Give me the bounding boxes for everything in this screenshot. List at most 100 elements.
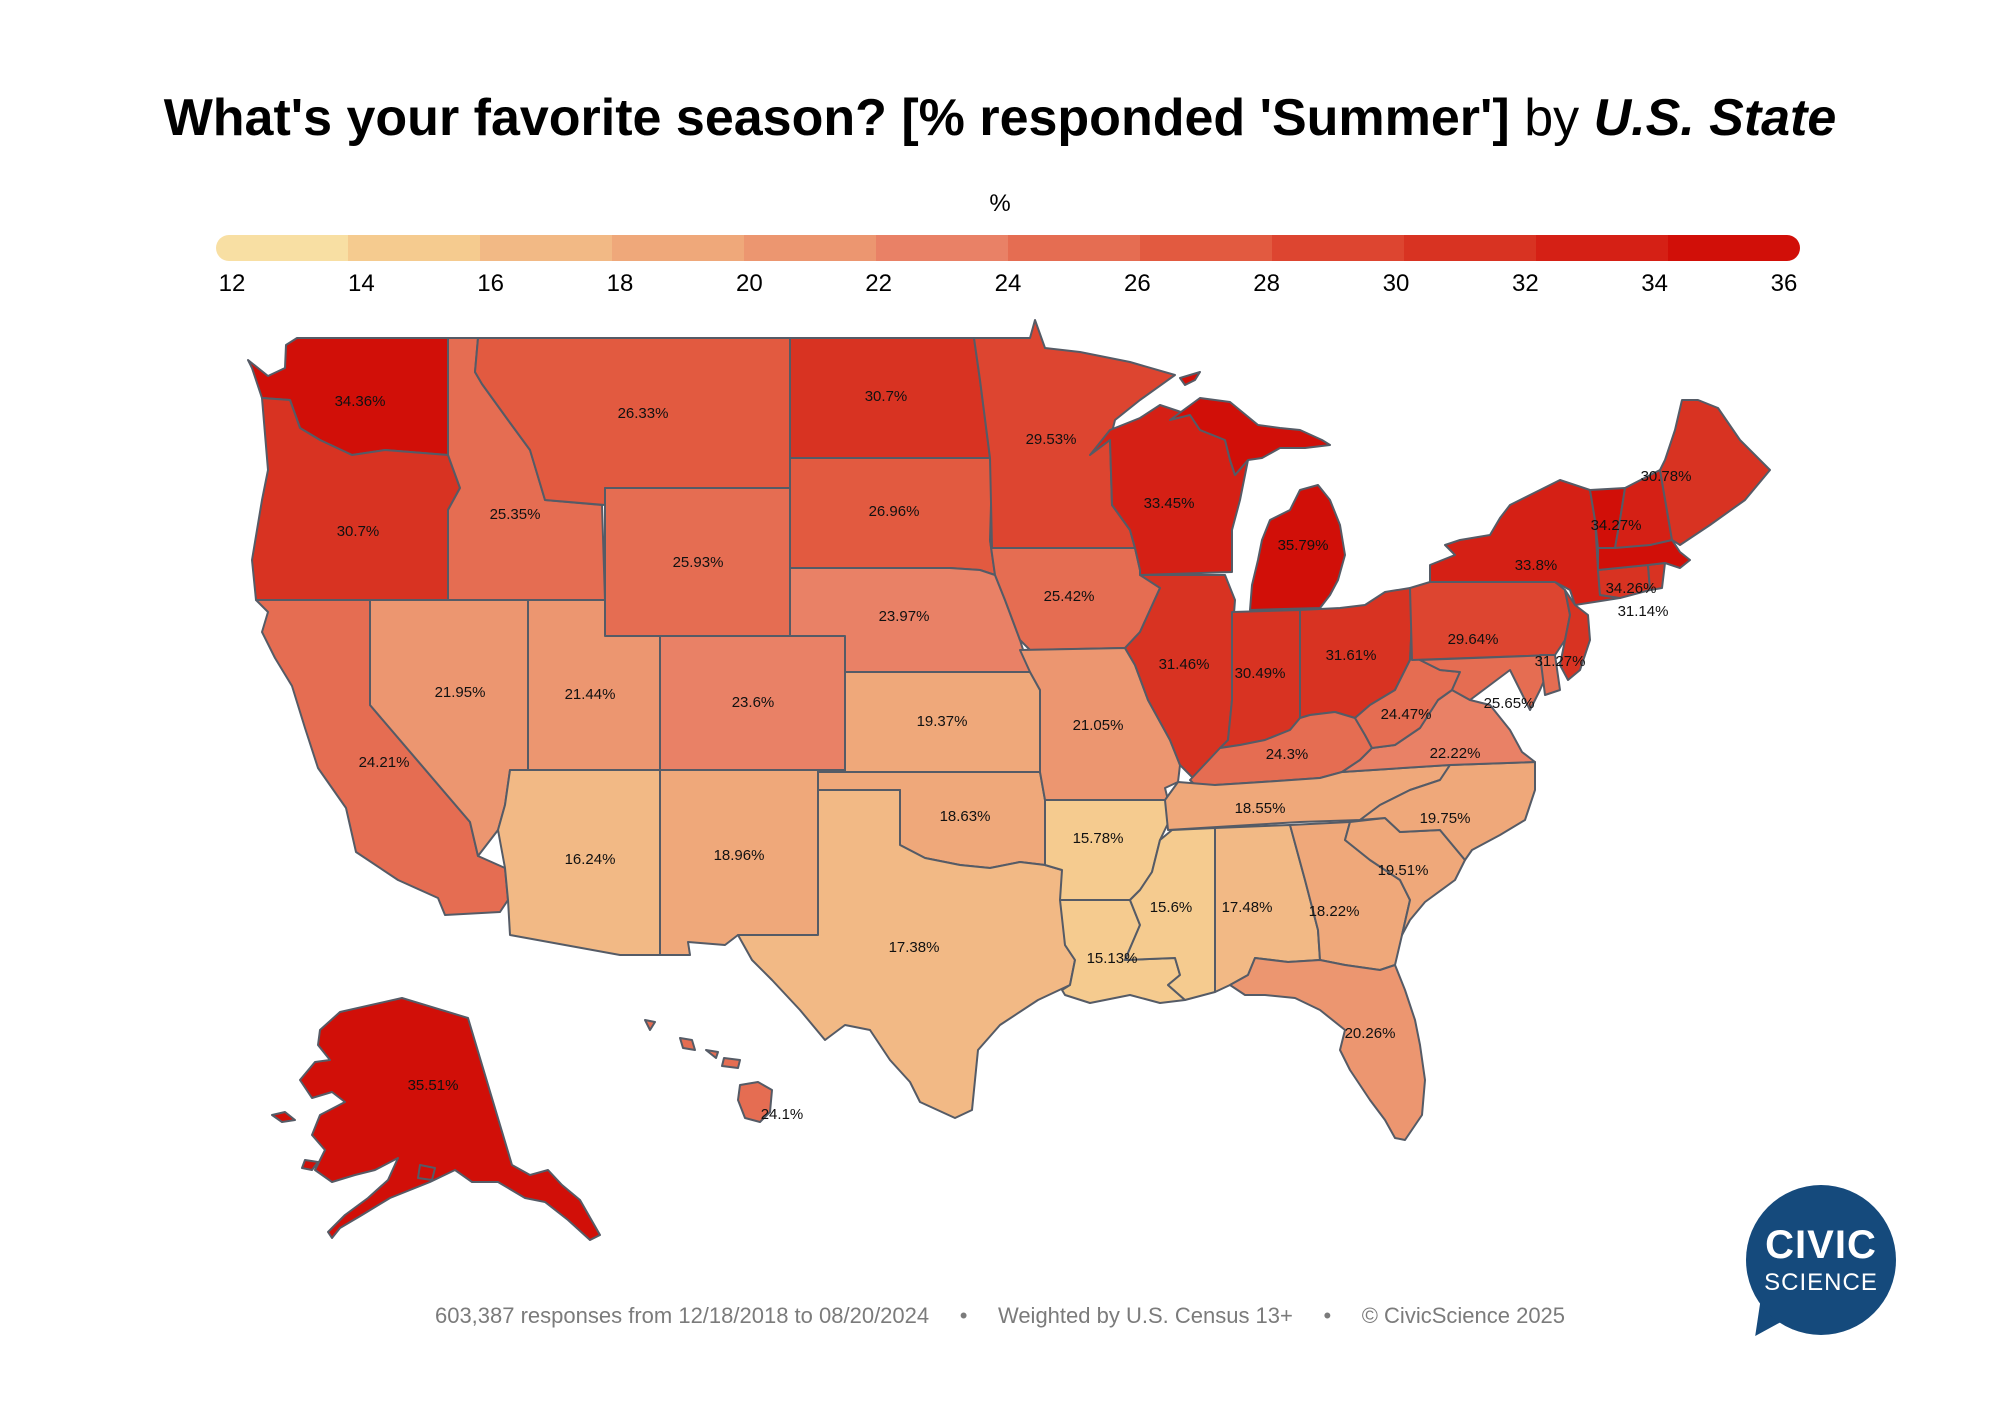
legend-tick-label: 32 bbox=[1511, 270, 1539, 297]
state-label-mo: 21.05% bbox=[1073, 717, 1124, 734]
title-geo: U.S. State bbox=[1593, 89, 1837, 147]
footer-sep-1: • bbox=[959, 1303, 968, 1328]
logo-circle bbox=[1746, 1185, 1896, 1335]
state-label-va: 22.22% bbox=[1430, 745, 1481, 762]
state-md bbox=[1419, 654, 1556, 711]
state-label-nd: 30.7% bbox=[865, 388, 908, 405]
legend-tick-label: 34 bbox=[1641, 270, 1668, 297]
footer-weighting: Weighted by U.S. Census 13+ bbox=[997, 1303, 1293, 1328]
state-label-in: 30.49% bbox=[1235, 665, 1286, 682]
state-label-nc: 19.75% bbox=[1420, 810, 1471, 827]
legend-tick-label: 26 bbox=[1123, 270, 1151, 297]
state-mi bbox=[1169, 397, 1346, 611]
legend-tick-label: 30 bbox=[1382, 270, 1410, 297]
footer-responses: 603,387 responses from 12/18/2018 to 08/… bbox=[434, 1303, 930, 1328]
legend-bin bbox=[1404, 235, 1536, 261]
state-hi bbox=[644, 1019, 773, 1123]
state-label-sc: 19.51% bbox=[1378, 862, 1429, 879]
state-mn bbox=[973, 319, 1176, 549]
legend-tick-label: 36 bbox=[1770, 270, 1798, 297]
state-label-nv: 21.95% bbox=[435, 684, 486, 701]
state-pa bbox=[1409, 581, 1571, 661]
state-label-tn: 18.55% bbox=[1235, 800, 1286, 817]
legend-bin bbox=[612, 235, 744, 261]
footer-copyright: © CivicScience 2025 bbox=[1361, 1303, 1566, 1328]
state-label-nj: 31.27% bbox=[1535, 653, 1586, 670]
title-main: What's your favorite season? [% responde… bbox=[163, 89, 1510, 147]
state-label-ut: 21.44% bbox=[565, 686, 616, 703]
state-label-tx: 17.38% bbox=[889, 939, 940, 956]
state-label-ak: 35.51% bbox=[408, 1077, 459, 1094]
legend-bin bbox=[1536, 235, 1668, 261]
state-label-az: 16.24% bbox=[565, 851, 616, 868]
legend-bin bbox=[216, 235, 348, 261]
legend-tick-label: 16 bbox=[477, 270, 504, 297]
legend-bin bbox=[1668, 235, 1800, 261]
state-label-ok: 18.63% bbox=[940, 808, 991, 825]
state-label-ga: 18.22% bbox=[1309, 903, 1360, 920]
state-label-ct: 31.14% bbox=[1618, 603, 1669, 620]
state-label-ne: 23.97% bbox=[879, 608, 930, 625]
state-label-co: 23.6% bbox=[732, 694, 775, 711]
state-label-il: 31.46% bbox=[1159, 656, 1210, 673]
state-mi bbox=[1179, 371, 1201, 386]
state-label-ma: 34.26% bbox=[1606, 580, 1657, 597]
legend-tick-label: 28 bbox=[1253, 270, 1280, 297]
footer-sep-2: • bbox=[1323, 1303, 1332, 1328]
logo-line-1: CIVIC bbox=[1765, 1223, 1877, 1267]
state-label-mi: 35.79% bbox=[1278, 537, 1329, 554]
state-label-id: 25.35% bbox=[490, 506, 541, 523]
legend-tick-label: 22 bbox=[865, 270, 892, 297]
state-fl bbox=[1229, 957, 1426, 1141]
state-me bbox=[1659, 399, 1771, 546]
state-label-ar: 15.78% bbox=[1073, 830, 1124, 847]
state-label-wa: 34.36% bbox=[335, 393, 386, 410]
legend-unit: % bbox=[989, 190, 1011, 217]
state-label-vt: 34.27% bbox=[1591, 517, 1642, 534]
state-label-ny: 33.8% bbox=[1515, 557, 1558, 574]
state-label-wv: 24.47% bbox=[1381, 706, 1432, 723]
state-label-ms: 15.6% bbox=[1150, 899, 1193, 916]
legend-bin bbox=[876, 235, 1008, 261]
civicscience-logo: CIVIC SCIENCE bbox=[1734, 1185, 1896, 1349]
footer-note: 603,387 responses from 12/18/2018 to 08/… bbox=[0, 1303, 2000, 1329]
state-label-al: 17.48% bbox=[1222, 899, 1273, 916]
legend-tick-label: 12 bbox=[218, 270, 246, 297]
state-label-nm: 18.96% bbox=[714, 847, 765, 864]
state-label-me: 30.78% bbox=[1641, 468, 1692, 485]
state-label-oh: 31.61% bbox=[1326, 647, 1377, 664]
state-de bbox=[1539, 654, 1561, 696]
state-label-ks: 19.37% bbox=[917, 713, 968, 730]
legend-bin bbox=[480, 235, 612, 261]
state-nc bbox=[1359, 761, 1536, 861]
legend-bin bbox=[1272, 235, 1404, 261]
state-label-ca: 24.21% bbox=[359, 754, 410, 771]
legend-tick-label: 14 bbox=[347, 270, 375, 297]
state-label-sd: 26.96% bbox=[869, 503, 920, 520]
state-label-wy: 25.93% bbox=[673, 554, 724, 571]
legend-tick-label: 18 bbox=[606, 270, 634, 297]
state-label-hi: 24.1% bbox=[761, 1106, 804, 1123]
state-label-pa: 29.64% bbox=[1448, 631, 1499, 648]
state-nj bbox=[1559, 589, 1591, 681]
state-ak bbox=[271, 997, 601, 1241]
legend-bin bbox=[1008, 235, 1140, 261]
state-label-wi: 33.45% bbox=[1144, 495, 1195, 512]
legend-color-bar bbox=[216, 235, 1800, 261]
state-label-mt: 26.33% bbox=[618, 405, 669, 422]
legend-bin bbox=[1140, 235, 1272, 261]
state-ms bbox=[1124, 827, 1216, 1001]
legend-bin bbox=[744, 235, 876, 261]
state-label-la: 15.13% bbox=[1087, 950, 1138, 967]
logo-line-2: SCIENCE bbox=[1764, 1269, 1878, 1296]
state-label-or: 30.7% bbox=[337, 523, 380, 540]
state-tx bbox=[737, 789, 1076, 1119]
state-label-mn: 29.53% bbox=[1026, 431, 1077, 448]
title-by: by bbox=[1524, 89, 1580, 147]
state-label-ia: 25.42% bbox=[1044, 588, 1095, 605]
state-wi bbox=[1089, 404, 1249, 576]
legend-tick-label: 20 bbox=[735, 270, 763, 297]
state-label-md: 25.65% bbox=[1484, 695, 1535, 712]
state-label-fl: 20.26% bbox=[1345, 1025, 1396, 1042]
